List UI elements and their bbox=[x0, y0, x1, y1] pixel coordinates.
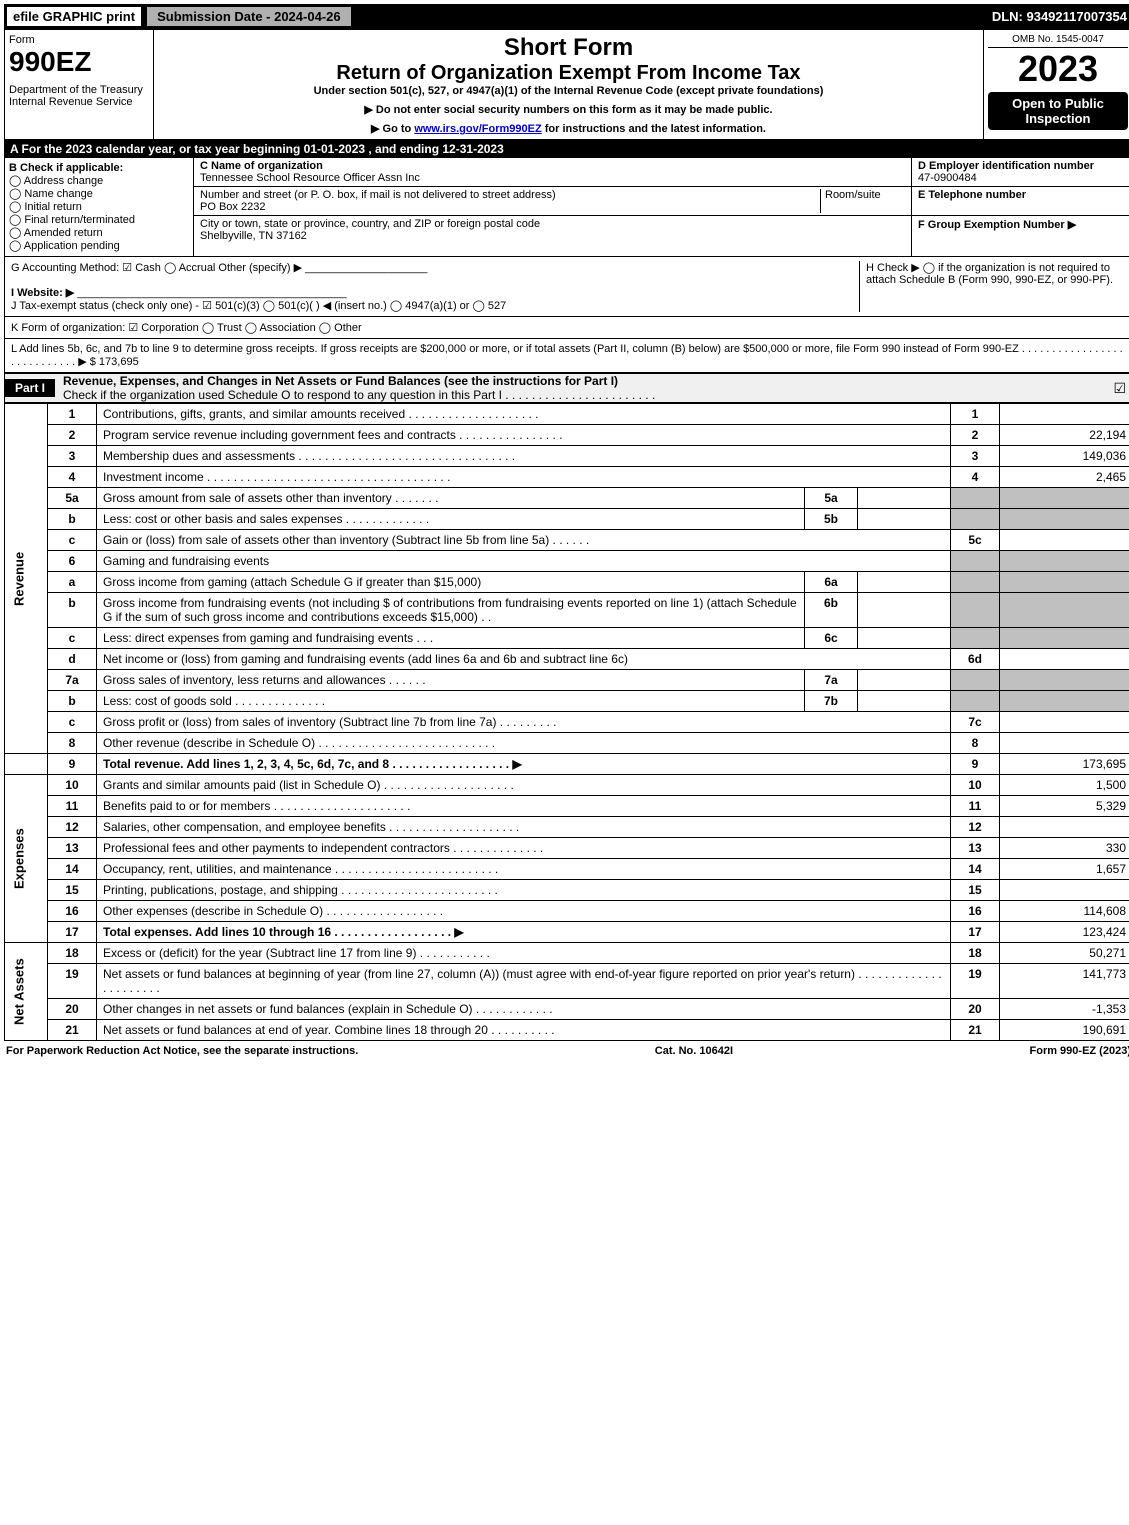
submission-date: Submission Date - 2024-04-26 bbox=[146, 6, 352, 27]
room-label: Room/suite bbox=[825, 189, 881, 201]
b-label: B Check if applicable: bbox=[9, 162, 189, 174]
top-bar: efile GRAPHIC print Submission Date - 20… bbox=[4, 4, 1129, 29]
part1-label: Part I bbox=[5, 379, 55, 397]
i-label: I Website: ▶ bbox=[11, 287, 74, 299]
cb-name-change[interactable]: ◯ Name change bbox=[9, 187, 189, 200]
part1-table: Revenue 1Contributions, gifts, grants, a… bbox=[4, 403, 1129, 1041]
cb-address-change[interactable]: ◯ Address change bbox=[9, 174, 189, 187]
short-form-title: Short Form bbox=[158, 34, 979, 62]
instruction-2: ▶ Go to www.irs.gov/Form990EZ for instru… bbox=[158, 122, 979, 135]
efile-button[interactable]: efile GRAPHIC print bbox=[6, 6, 142, 27]
omb-number: OMB No. 1545-0047 bbox=[988, 34, 1128, 48]
h-label: H Check ▶ ◯ if the organization is not r… bbox=[866, 262, 1113, 286]
org-name: Tennessee School Resource Officer Assn I… bbox=[200, 172, 420, 184]
city-value: Shelbyville, TN 37162 bbox=[200, 230, 307, 242]
part1-check[interactable]: ☑ bbox=[1113, 380, 1129, 397]
cb-initial-return[interactable]: ◯ Initial return bbox=[9, 200, 189, 213]
f-label: F Group Exemption Number ▶ bbox=[918, 219, 1076, 231]
form-title-block: Short Form Return of Organization Exempt… bbox=[154, 30, 984, 139]
city-label: City or town, state or province, country… bbox=[200, 218, 540, 230]
footer-right: Form 990-EZ (2023) bbox=[1030, 1045, 1129, 1057]
form-number: 990EZ bbox=[9, 46, 149, 78]
j-label: J Tax-exempt status (check only one) - ☑… bbox=[11, 300, 506, 312]
form-header: Form 990EZ Department of the Treasury In… bbox=[4, 29, 1129, 140]
tax-year: 2023 bbox=[988, 48, 1128, 90]
footer-left: For Paperwork Reduction Act Notice, see … bbox=[6, 1045, 358, 1057]
expenses-label: Expenses bbox=[5, 775, 48, 943]
street-label: Number and street (or P. O. box, if mail… bbox=[200, 189, 556, 201]
dln-number: DLN: 93492117007354 bbox=[986, 7, 1129, 26]
section-g-h: G Accounting Method: ☑ Cash ◯ Accrual Ot… bbox=[4, 257, 1129, 317]
year-block: OMB No. 1545-0047 2023 Open to Public In… bbox=[984, 30, 1129, 139]
g-label: G Accounting Method: ☑ Cash ◯ Accrual Ot… bbox=[11, 262, 302, 274]
cb-app-pending[interactable]: ◯ Application pending bbox=[9, 239, 189, 252]
info-grid: B Check if applicable: ◯ Address change … bbox=[4, 158, 1129, 257]
form-subtitle: Under section 501(c), 527, or 4947(a)(1)… bbox=[158, 85, 979, 97]
d-label: D Employer identification number bbox=[918, 160, 1094, 172]
part1-title: Revenue, Expenses, and Changes in Net As… bbox=[55, 374, 1113, 402]
i-filler: ________________________________________… bbox=[77, 287, 346, 299]
ein-value: 47-0900484 bbox=[918, 172, 977, 184]
cb-amended-return[interactable]: ◯ Amended return bbox=[9, 226, 189, 239]
g-filler: ____________________ bbox=[305, 262, 427, 274]
form-word: Form bbox=[9, 34, 149, 46]
form-id-block: Form 990EZ Department of the Treasury In… bbox=[5, 30, 154, 139]
section-c: C Name of organization Tennessee School … bbox=[194, 158, 912, 256]
open-public-badge: Open to Public Inspection bbox=[988, 92, 1128, 130]
irs-link[interactable]: www.irs.gov/Form990EZ bbox=[414, 123, 541, 135]
c-name-label: C Name of organization bbox=[200, 160, 323, 172]
form-title: Return of Organization Exempt From Incom… bbox=[158, 62, 979, 85]
revenue-label: Revenue bbox=[5, 404, 48, 754]
page-footer: For Paperwork Reduction Act Notice, see … bbox=[4, 1041, 1129, 1061]
part1-header: Part I Revenue, Expenses, and Changes in… bbox=[4, 373, 1129, 403]
department: Department of the Treasury Internal Reve… bbox=[9, 84, 149, 108]
netassets-label: Net Assets bbox=[5, 943, 48, 1041]
section-k: K Form of organization: ☑ Corporation ◯ … bbox=[4, 317, 1129, 339]
cb-final-return[interactable]: ◯ Final return/terminated bbox=[9, 213, 189, 226]
instruction-1: ▶ Do not enter social security numbers o… bbox=[158, 103, 979, 116]
section-def: D Employer identification number 47-0900… bbox=[912, 158, 1129, 256]
footer-center: Cat. No. 10642I bbox=[655, 1045, 733, 1057]
section-a: A For the 2023 calendar year, or tax yea… bbox=[4, 140, 1129, 158]
street-value: PO Box 2232 bbox=[200, 201, 265, 213]
section-b: B Check if applicable: ◯ Address change … bbox=[5, 158, 194, 256]
section-l: L Add lines 5b, 6c, and 7b to line 9 to … bbox=[4, 339, 1129, 373]
e-label: E Telephone number bbox=[918, 189, 1026, 201]
